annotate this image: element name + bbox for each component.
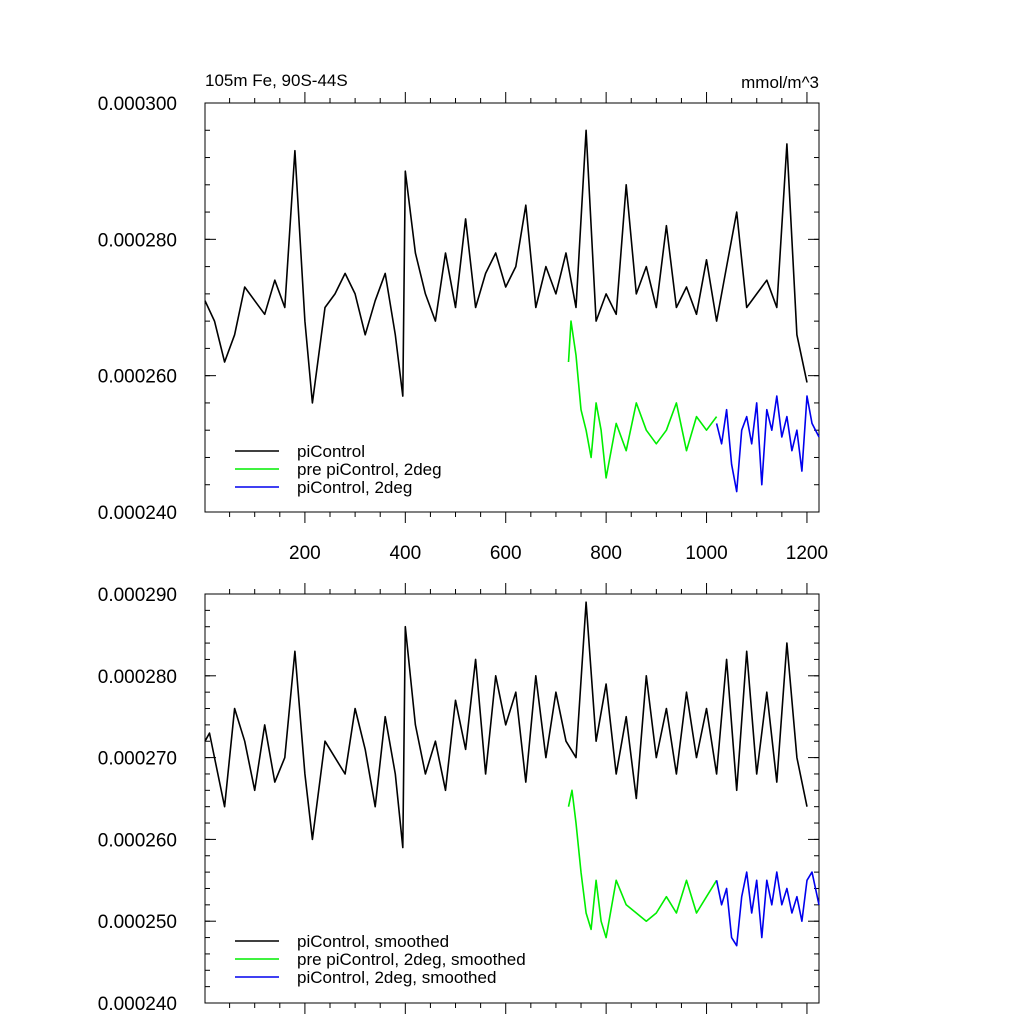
legend-label-2: pre piControl, 2deg, smoothed bbox=[297, 950, 526, 969]
legend-label-3: piControl, 2deg, smoothed bbox=[297, 968, 496, 987]
x-tick-label: 600 bbox=[490, 543, 522, 564]
y-tick-label: 0.000280 bbox=[98, 230, 177, 251]
y-tick-label: 0.000240 bbox=[98, 503, 177, 524]
legend-label-2: pre piControl, 2deg bbox=[297, 460, 442, 479]
x-tick-label: 800 bbox=[590, 543, 622, 564]
y-tick-label: 0.000240 bbox=[98, 994, 177, 1015]
plot-frame bbox=[204, 593, 820, 1004]
top-panel-title: 105m Fe, 90S-44S bbox=[205, 71, 348, 90]
y-tick-label: 0.000260 bbox=[98, 367, 177, 388]
y-tick-label: 0.000300 bbox=[98, 94, 177, 115]
top-panel-units: mmol/m^3 bbox=[741, 73, 819, 92]
x-tick-label: 1000 bbox=[685, 543, 727, 564]
y-tick-label: 0.000270 bbox=[98, 749, 177, 770]
legend-label-1: piControl bbox=[297, 442, 365, 461]
series-line-2 bbox=[567, 789, 718, 939]
x-tick-label: 1200 bbox=[786, 543, 828, 564]
y-tick-label: 0.000280 bbox=[98, 667, 177, 688]
series-line-2 bbox=[567, 320, 718, 479]
top-panel: 105m Fe, 90S-44S mmol/m^3 0.000240 0.0002… bbox=[98, 71, 828, 564]
y-tick-label: 0.000260 bbox=[98, 830, 177, 851]
legend-label-1: piControl, smoothed bbox=[297, 932, 449, 951]
x-tick-label: 200 bbox=[289, 543, 321, 564]
series-line-1 bbox=[204, 601, 808, 849]
y-tick-label: 0.000250 bbox=[98, 912, 177, 933]
plot-frame bbox=[204, 102, 820, 513]
x-tick-label: 400 bbox=[389, 543, 421, 564]
bottom-panel: 0.000240 0.000250 0.000260 0.000270 0.000280… bbox=[98, 583, 820, 1015]
series-line-3 bbox=[715, 871, 820, 947]
series-line-3 bbox=[715, 395, 820, 493]
y-tick-label: 0.000290 bbox=[98, 585, 177, 606]
legend-label-3: piControl, 2deg bbox=[297, 478, 412, 497]
series-line-1 bbox=[204, 129, 808, 404]
